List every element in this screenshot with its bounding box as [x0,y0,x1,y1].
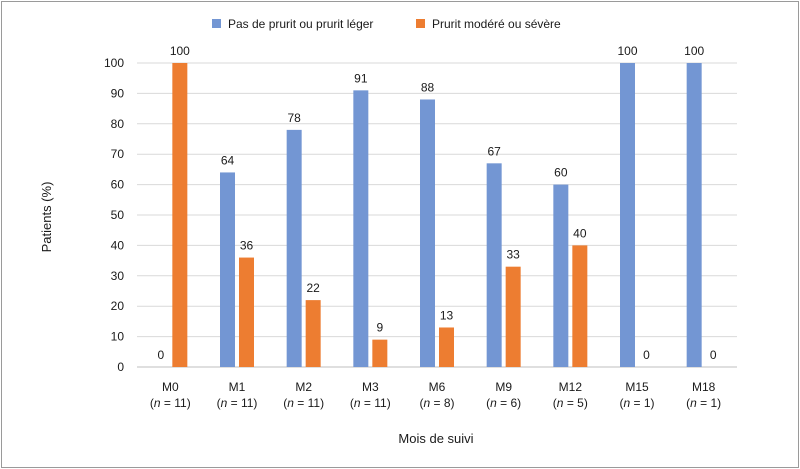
legend: Pas de prurit ou prurit léger Prurit modé… [212,17,561,31]
x-tick-label: M15 [625,380,649,394]
data-label: 9 [376,321,383,335]
legend-swatch [212,19,221,28]
data-label: 40 [573,226,587,240]
data-label: 100 [170,44,190,58]
x-axis-label: Mois de suivi [398,431,473,446]
x-tick-label: M1 [229,380,246,394]
legend-label: Pas de prurit ou prurit léger [228,17,373,31]
bar-M15-series-1 [620,63,635,367]
x-tick-sublabel: (n = 6) [486,396,521,410]
data-label: 67 [487,144,501,158]
bar-M1-series-1 [220,172,235,367]
bar-M2-series-1 [286,129,302,367]
data-label: 13 [440,308,454,322]
bar-M6-series-1 [420,99,435,367]
bar-M3-series-2 [372,339,388,367]
x-tick-sublabel: (n = 1) [686,396,721,410]
x-tick-label: M12 [559,380,583,394]
data-label: 100 [684,44,704,58]
y-tick-label: 80 [111,117,125,131]
x-tick-label: M0 [162,380,179,394]
x-tick-label: M18 [692,380,716,394]
x-tick-sublabel: (n = 11) [217,396,258,410]
data-label: 0 [643,348,650,362]
gridlines [137,62,737,368]
legend-label: Prurit modéré ou sévère [432,17,561,31]
data-label: 33 [506,248,520,262]
x-tick-label: M2 [295,380,312,394]
bar-M9-series-2 [505,266,521,367]
bar-M12-series-2 [572,245,588,367]
data-label: 60 [554,166,568,180]
x-tick-sublabel: (n = 1) [619,396,654,410]
data-label: 0 [710,348,717,362]
data-label: 91 [354,71,368,85]
bar-M2-series-2 [305,300,321,367]
legend-swatch [416,19,425,28]
data-label: 22 [306,281,320,295]
y-tick-label: 10 [111,330,125,344]
data-label: 36 [240,239,254,253]
data-label: 100 [617,44,637,58]
y-tick-label: 70 [111,147,125,161]
data-label: 78 [287,111,301,125]
y-tick-label: 90 [111,86,125,100]
x-tick-sublabel: (n = 11) [350,396,391,410]
y-axis-ticks: 0 10 20 30 40 50 60 70 80 90 100 [104,56,124,374]
x-tick-label: M3 [362,380,379,394]
y-tick-label: 20 [111,299,125,313]
bar-M3-series-1 [353,90,369,368]
data-label: 0 [157,348,164,362]
y-tick-label: 30 [111,269,125,283]
x-tick-label: M6 [429,380,446,394]
y-tick-label: 40 [111,238,125,252]
x-axis-ticks: M0 (n = 11) M1 (n = 11) M2 (n = 11) M3 (n = 11)… [150,380,721,410]
bar-M9-series-1 [486,163,502,367]
y-tick-label: 100 [104,56,124,70]
data-labels: 0 64 78 91 88 67 60 100 100 100 36 22 9 13 33 40 0 0 [157,44,716,362]
x-tick-label: M9 [495,380,512,394]
y-axis-label: Patients (%) [39,182,54,253]
bar-M1-series-2 [239,257,254,367]
bar-M6-series-2 [439,327,454,367]
data-label: 88 [421,80,435,94]
data-label: 64 [221,153,235,167]
bar-M12-series-1 [553,184,569,367]
x-tick-sublabel: (n = 11) [283,396,324,410]
bar-M18-series-1 [686,63,702,367]
y-tick-label: 50 [111,208,125,222]
x-tick-sublabel: (n = 5) [553,396,588,410]
x-tick-sublabel: (n = 8) [419,396,454,410]
bar-M0-series-2 [172,63,188,367]
bars [172,63,702,368]
x-tick-sublabel: (n = 11) [150,396,191,410]
y-tick-label: 0 [117,360,124,374]
y-tick-label: 60 [111,178,125,192]
